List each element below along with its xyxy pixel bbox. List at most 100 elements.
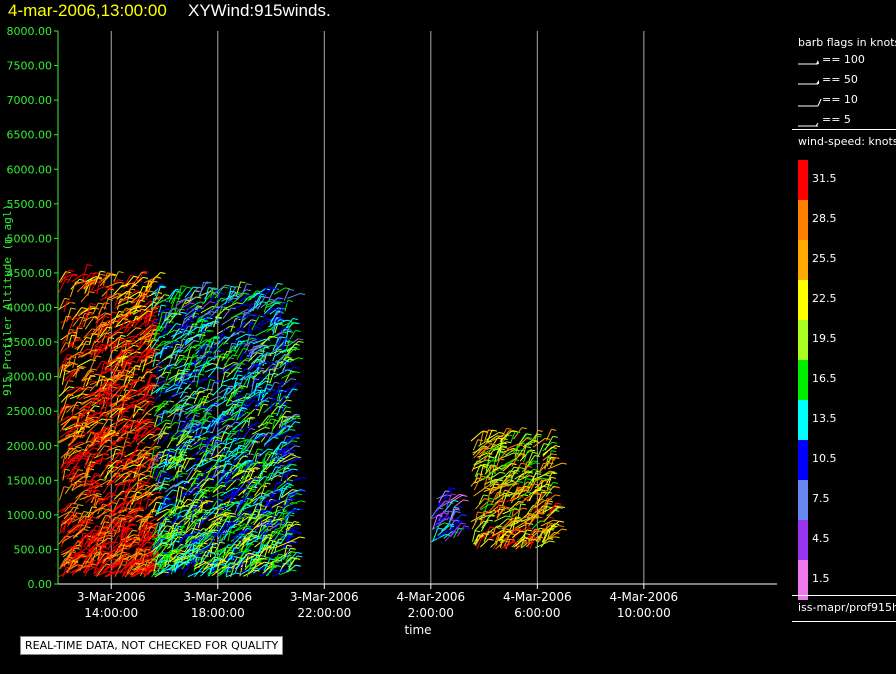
- wind-barb-flag: [195, 509, 201, 512]
- wind-barb-flag: [105, 437, 111, 440]
- wind-barb: [139, 300, 151, 310]
- wind-barb: [197, 311, 212, 319]
- wind-barb: [202, 559, 212, 568]
- wind-barb-flag: [107, 402, 113, 405]
- wind-barb-flag: [76, 401, 83, 404]
- wind-barb-flag: [278, 361, 284, 364]
- wind-barb-flag: [105, 313, 112, 316]
- wind-barb-flag: [186, 334, 193, 337]
- wind-barb-flag: [138, 509, 145, 512]
- wind-barb: [139, 400, 150, 410]
- wind-barb: [263, 402, 276, 414]
- wind-barb: [257, 296, 266, 310]
- wind-barb: [66, 564, 77, 571]
- wind-barb-flag: [285, 337, 291, 340]
- wind-barb: [199, 478, 210, 488]
- wind-barb: [97, 550, 102, 566]
- wind-barb-flag: [227, 552, 233, 555]
- wind-barb: [263, 418, 272, 430]
- wind-barb-flag: [255, 315, 261, 318]
- wind-barb: [136, 310, 148, 321]
- wind-barb-flag: [193, 467, 199, 470]
- wind-barb: [138, 418, 149, 426]
- wind-barb: [197, 324, 208, 334]
- wind-barb-flag: [139, 506, 145, 509]
- wind-barb: [122, 529, 127, 540]
- wind-barb: [80, 272, 92, 285]
- wind-barb-flag: [74, 547, 80, 550]
- wind-barb-flag: [296, 457, 302, 460]
- wind-barb-flag: [267, 490, 274, 493]
- wind-barb: [146, 565, 158, 572]
- wind-barb: [244, 363, 254, 378]
- wind-barb: [151, 502, 157, 514]
- wind-barb: [136, 473, 141, 487]
- wind-barb: [233, 374, 239, 389]
- wind-barb-flag: [206, 535, 212, 538]
- wind-barb: [71, 480, 78, 491]
- wind-barb-flag: [243, 292, 250, 295]
- wind-barb-flag: [271, 418, 277, 421]
- wind-barb-flag: [290, 498, 296, 501]
- wind-barb-flag: [264, 462, 270, 465]
- wind-barb-flag: [215, 402, 221, 405]
- wind-barb-flag: [488, 538, 494, 541]
- wind-barb: [190, 449, 201, 458]
- wind-barb-flag: [437, 527, 443, 530]
- wind-barb-flag: [264, 476, 270, 479]
- wind-barb: [75, 565, 86, 573]
- wind-barb: [149, 432, 161, 440]
- wind-barb: [285, 433, 298, 445]
- wind-barb-flag: [295, 417, 301, 420]
- wind-barb-flag: [149, 401, 155, 404]
- wind-barb: [97, 323, 104, 338]
- wind-barb: [275, 425, 287, 437]
- wind-barb: [115, 472, 126, 483]
- wind-barb: [113, 451, 122, 462]
- wind-barb-flag: [223, 410, 229, 413]
- wind-barb: [177, 554, 192, 564]
- wind-barb: [239, 530, 245, 546]
- wind-barb: [183, 544, 193, 558]
- wind-barb: [115, 313, 128, 323]
- wind-barb-flag: [209, 415, 215, 418]
- wind-barb: [270, 406, 279, 415]
- wind-barb: [277, 395, 286, 408]
- wind-barb-flag: [287, 369, 293, 372]
- wind-barb-flag: [137, 552, 143, 555]
- wind-barb-flag: [84, 312, 90, 315]
- wind-barb: [286, 341, 299, 353]
- wind-barb: [200, 305, 213, 314]
- wind-barb: [282, 502, 293, 510]
- wind-barb-flag: [87, 264, 93, 267]
- wind-barb: [195, 339, 207, 348]
- wind-barb-flag: [182, 391, 188, 394]
- wind-barb: [125, 536, 136, 543]
- wind-barb: [156, 431, 162, 445]
- wind-barb-flag: [126, 319, 132, 322]
- wind-barb-flag: [238, 389, 244, 392]
- wind-barb: [177, 519, 183, 535]
- wind-barb: [91, 393, 100, 405]
- wind-barb-flag: [140, 465, 146, 468]
- wind-barb: [212, 384, 223, 397]
- wind-barb: [87, 534, 98, 546]
- wind-barb: [249, 461, 258, 471]
- wind-barb: [219, 455, 232, 463]
- wind-barb-flag: [209, 531, 215, 534]
- wind-barb: [278, 416, 284, 429]
- wind-barb-flag: [265, 338, 271, 341]
- wind-barb-flag: [206, 281, 212, 284]
- wind-barb-flag: [76, 474, 83, 477]
- wind-barb-flag: [235, 523, 242, 526]
- wind-barb-flag: [559, 505, 566, 508]
- wind-barb: [119, 349, 128, 362]
- wind-barb-flag: [92, 316, 98, 319]
- wind-barb: [287, 293, 301, 299]
- wind-barb-flag: [182, 487, 188, 490]
- wind-barb-flag: [173, 534, 179, 537]
- wind-barb-flag: [125, 441, 131, 444]
- wind-barb-flag: [114, 516, 120, 519]
- wind-barb: [175, 298, 186, 307]
- wind-barb-flag: [96, 493, 102, 496]
